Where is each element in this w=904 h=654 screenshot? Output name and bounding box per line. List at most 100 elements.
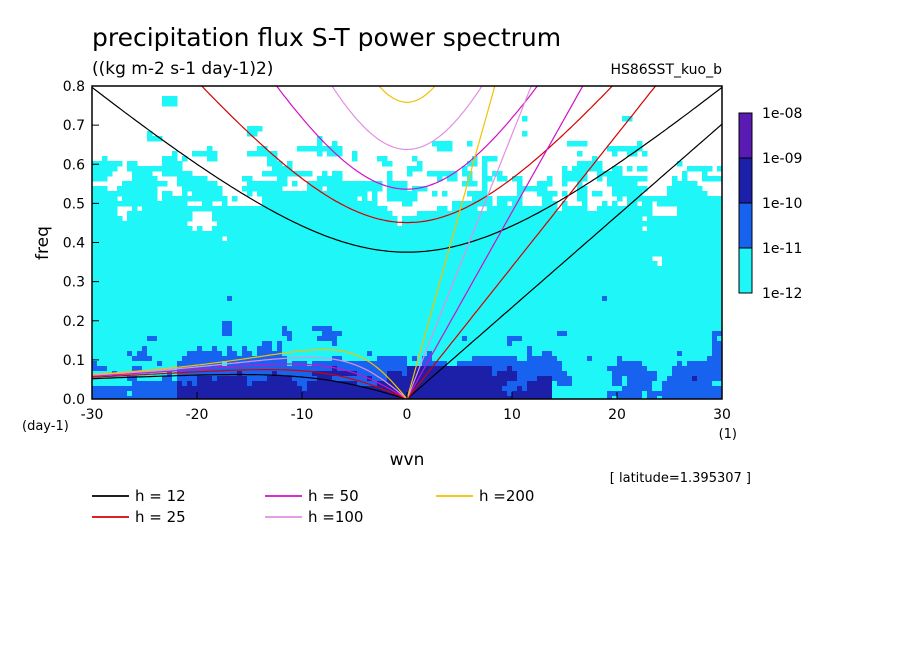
power-contour-cell (502, 261, 508, 267)
power-contour-cell (392, 251, 398, 257)
power-contour-cell (272, 376, 278, 382)
power-contour-cell (322, 271, 328, 277)
power-contour-cell (402, 196, 408, 202)
power-contour-cell (247, 286, 253, 292)
power-contour-cell (527, 326, 533, 332)
power-contour-cell (282, 196, 288, 202)
power-contour-cell (327, 231, 333, 237)
power-contour-cell (107, 351, 113, 357)
power-contour-cell (227, 346, 233, 352)
power-contour-cell (537, 206, 543, 212)
power-contour-cell (132, 361, 138, 367)
power-contour-cell (432, 141, 438, 147)
power-contour-cell (317, 276, 323, 282)
power-contour-cell (352, 236, 358, 242)
power-contour-cell (347, 306, 353, 312)
power-contour-cell (517, 206, 523, 212)
power-contour-cell (107, 166, 113, 172)
power-contour-cell (252, 181, 258, 187)
power-contour-cell (697, 281, 703, 287)
power-contour-cell (612, 266, 618, 272)
power-contour-cell (132, 236, 138, 242)
power-contour-cell (692, 301, 698, 307)
power-contour-cell (367, 331, 373, 337)
power-contour-cell (352, 156, 358, 162)
power-contour-cell (412, 251, 418, 257)
power-contour-cell (127, 241, 133, 247)
power-contour-cell (197, 326, 203, 332)
power-contour-cell (92, 286, 98, 292)
power-contour-cell (612, 231, 618, 237)
power-contour-cell (322, 296, 328, 302)
power-contour-cell (92, 331, 98, 337)
power-contour-cell (632, 231, 638, 237)
power-contour-cell (397, 231, 403, 237)
power-contour-cell (132, 241, 138, 247)
power-contour-cell (482, 376, 488, 382)
power-contour-cell (442, 266, 448, 272)
power-contour-cell (662, 261, 668, 267)
power-contour-cell (172, 361, 178, 367)
power-contour-cell (167, 366, 173, 372)
power-contour-cell (412, 296, 418, 302)
power-contour-cell (292, 346, 298, 352)
power-contour-cell (612, 316, 618, 322)
power-contour-cell (522, 206, 528, 212)
power-contour-cell (242, 226, 248, 232)
power-contour-cell (542, 301, 548, 307)
power-contour-cell (112, 211, 118, 217)
power-contour-cell (107, 366, 113, 372)
power-contour-cell (187, 341, 193, 347)
power-contour-cell (337, 326, 343, 332)
power-contour-cell (362, 241, 368, 247)
power-contour-cell (692, 206, 698, 212)
power-contour-cell (172, 336, 178, 342)
power-contour-cell (277, 236, 283, 242)
power-contour-cell (267, 251, 273, 257)
power-contour-cell (192, 301, 198, 307)
power-contour-cell (457, 281, 463, 287)
power-contour-cell (412, 321, 418, 327)
power-contour-cell (457, 201, 463, 207)
power-contour-cell (397, 356, 403, 362)
power-contour-cell (452, 271, 458, 277)
power-contour-cell (527, 361, 533, 367)
power-contour-cell (442, 291, 448, 297)
power-contour-cell (257, 286, 263, 292)
power-contour-cell (337, 311, 343, 317)
power-contour-cell (687, 186, 693, 192)
power-contour-cell (677, 371, 683, 377)
power-contour-cell (127, 331, 133, 337)
power-contour-cell (372, 281, 378, 287)
power-contour-cell (452, 306, 458, 312)
power-contour-cell (567, 241, 573, 247)
power-contour-cell (182, 266, 188, 272)
power-contour-cell (327, 271, 333, 277)
power-contour-cell (672, 176, 678, 182)
power-contour-cell (242, 361, 248, 367)
power-contour-cell (92, 356, 98, 362)
power-contour-cell (422, 356, 428, 362)
power-contour-cell (562, 296, 568, 302)
power-contour-cell (582, 196, 588, 202)
power-contour-cell (477, 296, 483, 302)
power-contour-cell (132, 346, 138, 352)
power-contour-cell (137, 166, 143, 172)
power-contour-cell (657, 291, 663, 297)
power-contour-cell (172, 316, 178, 322)
power-contour-cell (512, 306, 518, 312)
power-contour-cell (412, 216, 418, 222)
power-contour-cell (417, 301, 423, 307)
power-contour-cell (577, 226, 583, 232)
power-contour-cell (427, 246, 433, 252)
power-contour-cell (152, 241, 158, 247)
power-contour-cell (557, 311, 563, 317)
power-contour-cell (167, 356, 173, 362)
power-contour-cell (487, 246, 493, 252)
power-contour-cell (257, 231, 263, 237)
power-contour-cell (282, 256, 288, 262)
power-contour-cell (107, 161, 113, 167)
power-contour-cell (117, 321, 123, 327)
power-contour-cell (202, 306, 208, 312)
power-contour-cell (117, 376, 123, 382)
